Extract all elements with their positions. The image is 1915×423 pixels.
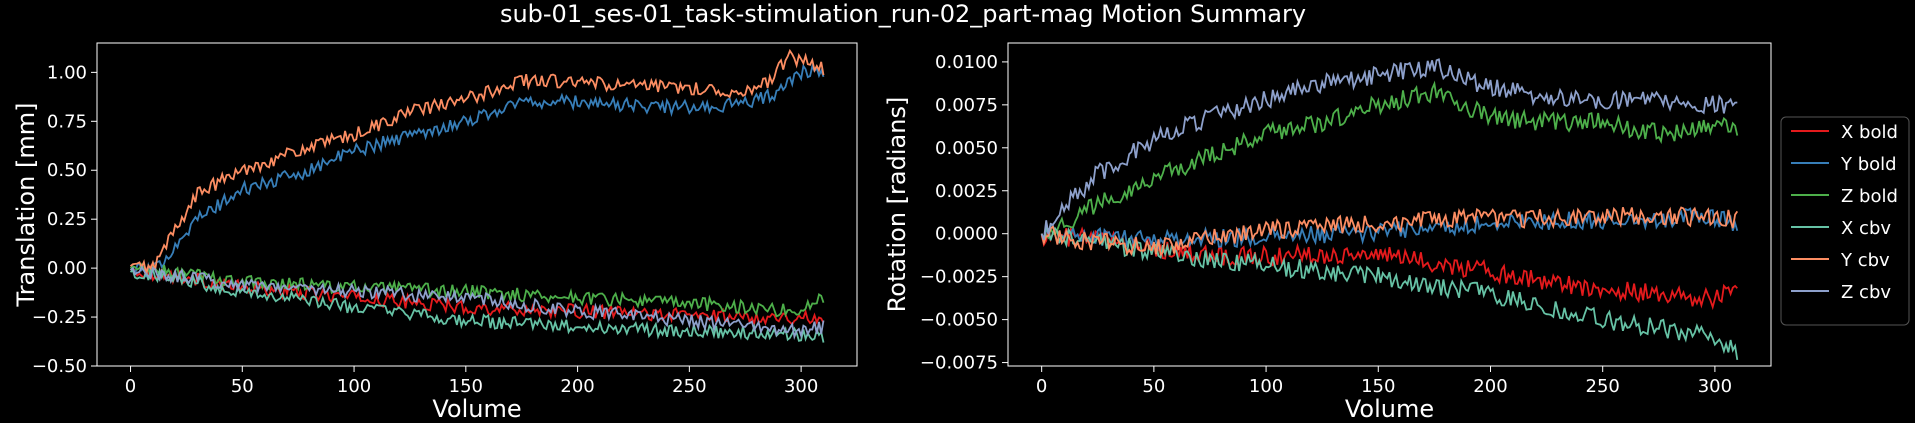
rotation-series-y-cbv bbox=[1040, 206, 1739, 257]
rotation-y-tick-label: 0.0075 bbox=[935, 95, 998, 116]
translation-y-tick-label: −0.50 bbox=[32, 356, 87, 377]
rotation-x-tick-label: 100 bbox=[1249, 376, 1283, 397]
translation-x-tick-label: 50 bbox=[231, 376, 254, 397]
translation-y-tick-label: 0.25 bbox=[47, 209, 87, 230]
translation-y-tick-label: 0.50 bbox=[47, 160, 87, 181]
rotation-series-z-bold bbox=[1040, 80, 1739, 245]
translation-x-tick-label: 0 bbox=[125, 376, 136, 397]
rotation-series-x-cbv bbox=[1040, 226, 1739, 361]
rotation-x-axis-label: Volume bbox=[1345, 395, 1434, 423]
translation-x-tick-label: 100 bbox=[337, 376, 371, 397]
legend-label-z-cbv: Z cbv bbox=[1841, 282, 1891, 303]
translation-series-y-bold bbox=[130, 63, 825, 278]
rotation-x-tick-label: 300 bbox=[1698, 376, 1732, 397]
translation-y-tick-label: −0.25 bbox=[32, 307, 87, 328]
translation-y-tick-label: 0.00 bbox=[47, 258, 87, 279]
rotation-y-tick-label: 0.0000 bbox=[935, 224, 998, 245]
translation-x-tick-label: 300 bbox=[784, 376, 818, 397]
translation-panel: 0 50 100 150 200 250 300 −0.50 −0.25 0.00 0.25 0.5… bbox=[12, 42, 858, 423]
legend-box bbox=[1780, 116, 1910, 326]
translation-series-y-cbv bbox=[129, 48, 825, 275]
rotation-axes-frame bbox=[1007, 42, 1772, 367]
rotation-x-tick-label: 200 bbox=[1473, 376, 1507, 397]
rotation-y-axis-label: Rotation [radians] bbox=[883, 97, 911, 313]
translation-y-tick-label: 1.00 bbox=[47, 62, 87, 83]
rotation-x-tick-label: 150 bbox=[1361, 376, 1395, 397]
rotation-y-tick-label: 0.0025 bbox=[935, 181, 998, 202]
translation-x-axis-label: Volume bbox=[432, 395, 521, 423]
legend-label-z-bold: Z bold bbox=[1841, 186, 1898, 207]
rotation-x-tick-label: 0 bbox=[1036, 376, 1047, 397]
rotation-x-tick-label: 250 bbox=[1586, 376, 1620, 397]
translation-series-z-cbv bbox=[129, 265, 825, 341]
translation-x-tick-label: 250 bbox=[672, 376, 706, 397]
rotation-series-z-cbv bbox=[1040, 58, 1738, 240]
translation-axes-frame bbox=[96, 42, 858, 367]
translation-y-tick-label: 0.75 bbox=[47, 111, 87, 132]
rotation-x-tick-label: 50 bbox=[1142, 376, 1165, 397]
legend-label-x-cbv: X cbv bbox=[1841, 218, 1891, 239]
rotation-x-ticks: 0 50 100 150 200 250 300 bbox=[1036, 366, 1732, 397]
rotation-y-ticks: −0.0075 −0.0050 −0.0025 0.0000 0.0025 0.0050 0… bbox=[920, 52, 1008, 374]
legend-label-y-bold: Y bold bbox=[1840, 154, 1897, 175]
translation-series-x-cbv bbox=[129, 267, 825, 343]
legend-label-x-bold: X bold bbox=[1841, 122, 1898, 143]
translation-series-z-bold bbox=[129, 261, 825, 318]
rotation-y-tick-label: 0.0100 bbox=[935, 52, 998, 73]
translation-x-tick-label: 200 bbox=[560, 376, 594, 397]
translation-y-ticks: −0.50 −0.25 0.00 0.25 0.50 0.75 1.00 bbox=[32, 62, 97, 377]
rotation-y-tick-label: 0.0050 bbox=[935, 138, 998, 159]
translation-y-axis-label: Translation [mm] bbox=[12, 103, 40, 308]
legend: X bold Y bold Z bold X cbv Y cbv Z cbv bbox=[1780, 116, 1910, 326]
rotation-y-tick-label: −0.0025 bbox=[920, 267, 998, 288]
figure-title: sub-01_ses-01_task-stimulation_run-02_pa… bbox=[500, 0, 1306, 28]
translation-series-lines bbox=[129, 48, 825, 343]
rotation-series-lines bbox=[1040, 58, 1739, 361]
translation-x-tick-label: 150 bbox=[449, 376, 483, 397]
rotation-panel: 0 50 100 150 200 250 300 −0.0075 −0.0050 −0.0025… bbox=[883, 42, 1772, 423]
legend-label-y-cbv: Y cbv bbox=[1840, 250, 1890, 271]
translation-x-ticks: 0 50 100 150 200 250 300 bbox=[125, 366, 818, 397]
rotation-y-tick-label: −0.0075 bbox=[920, 353, 998, 374]
rotation-y-tick-label: −0.0050 bbox=[920, 310, 998, 331]
